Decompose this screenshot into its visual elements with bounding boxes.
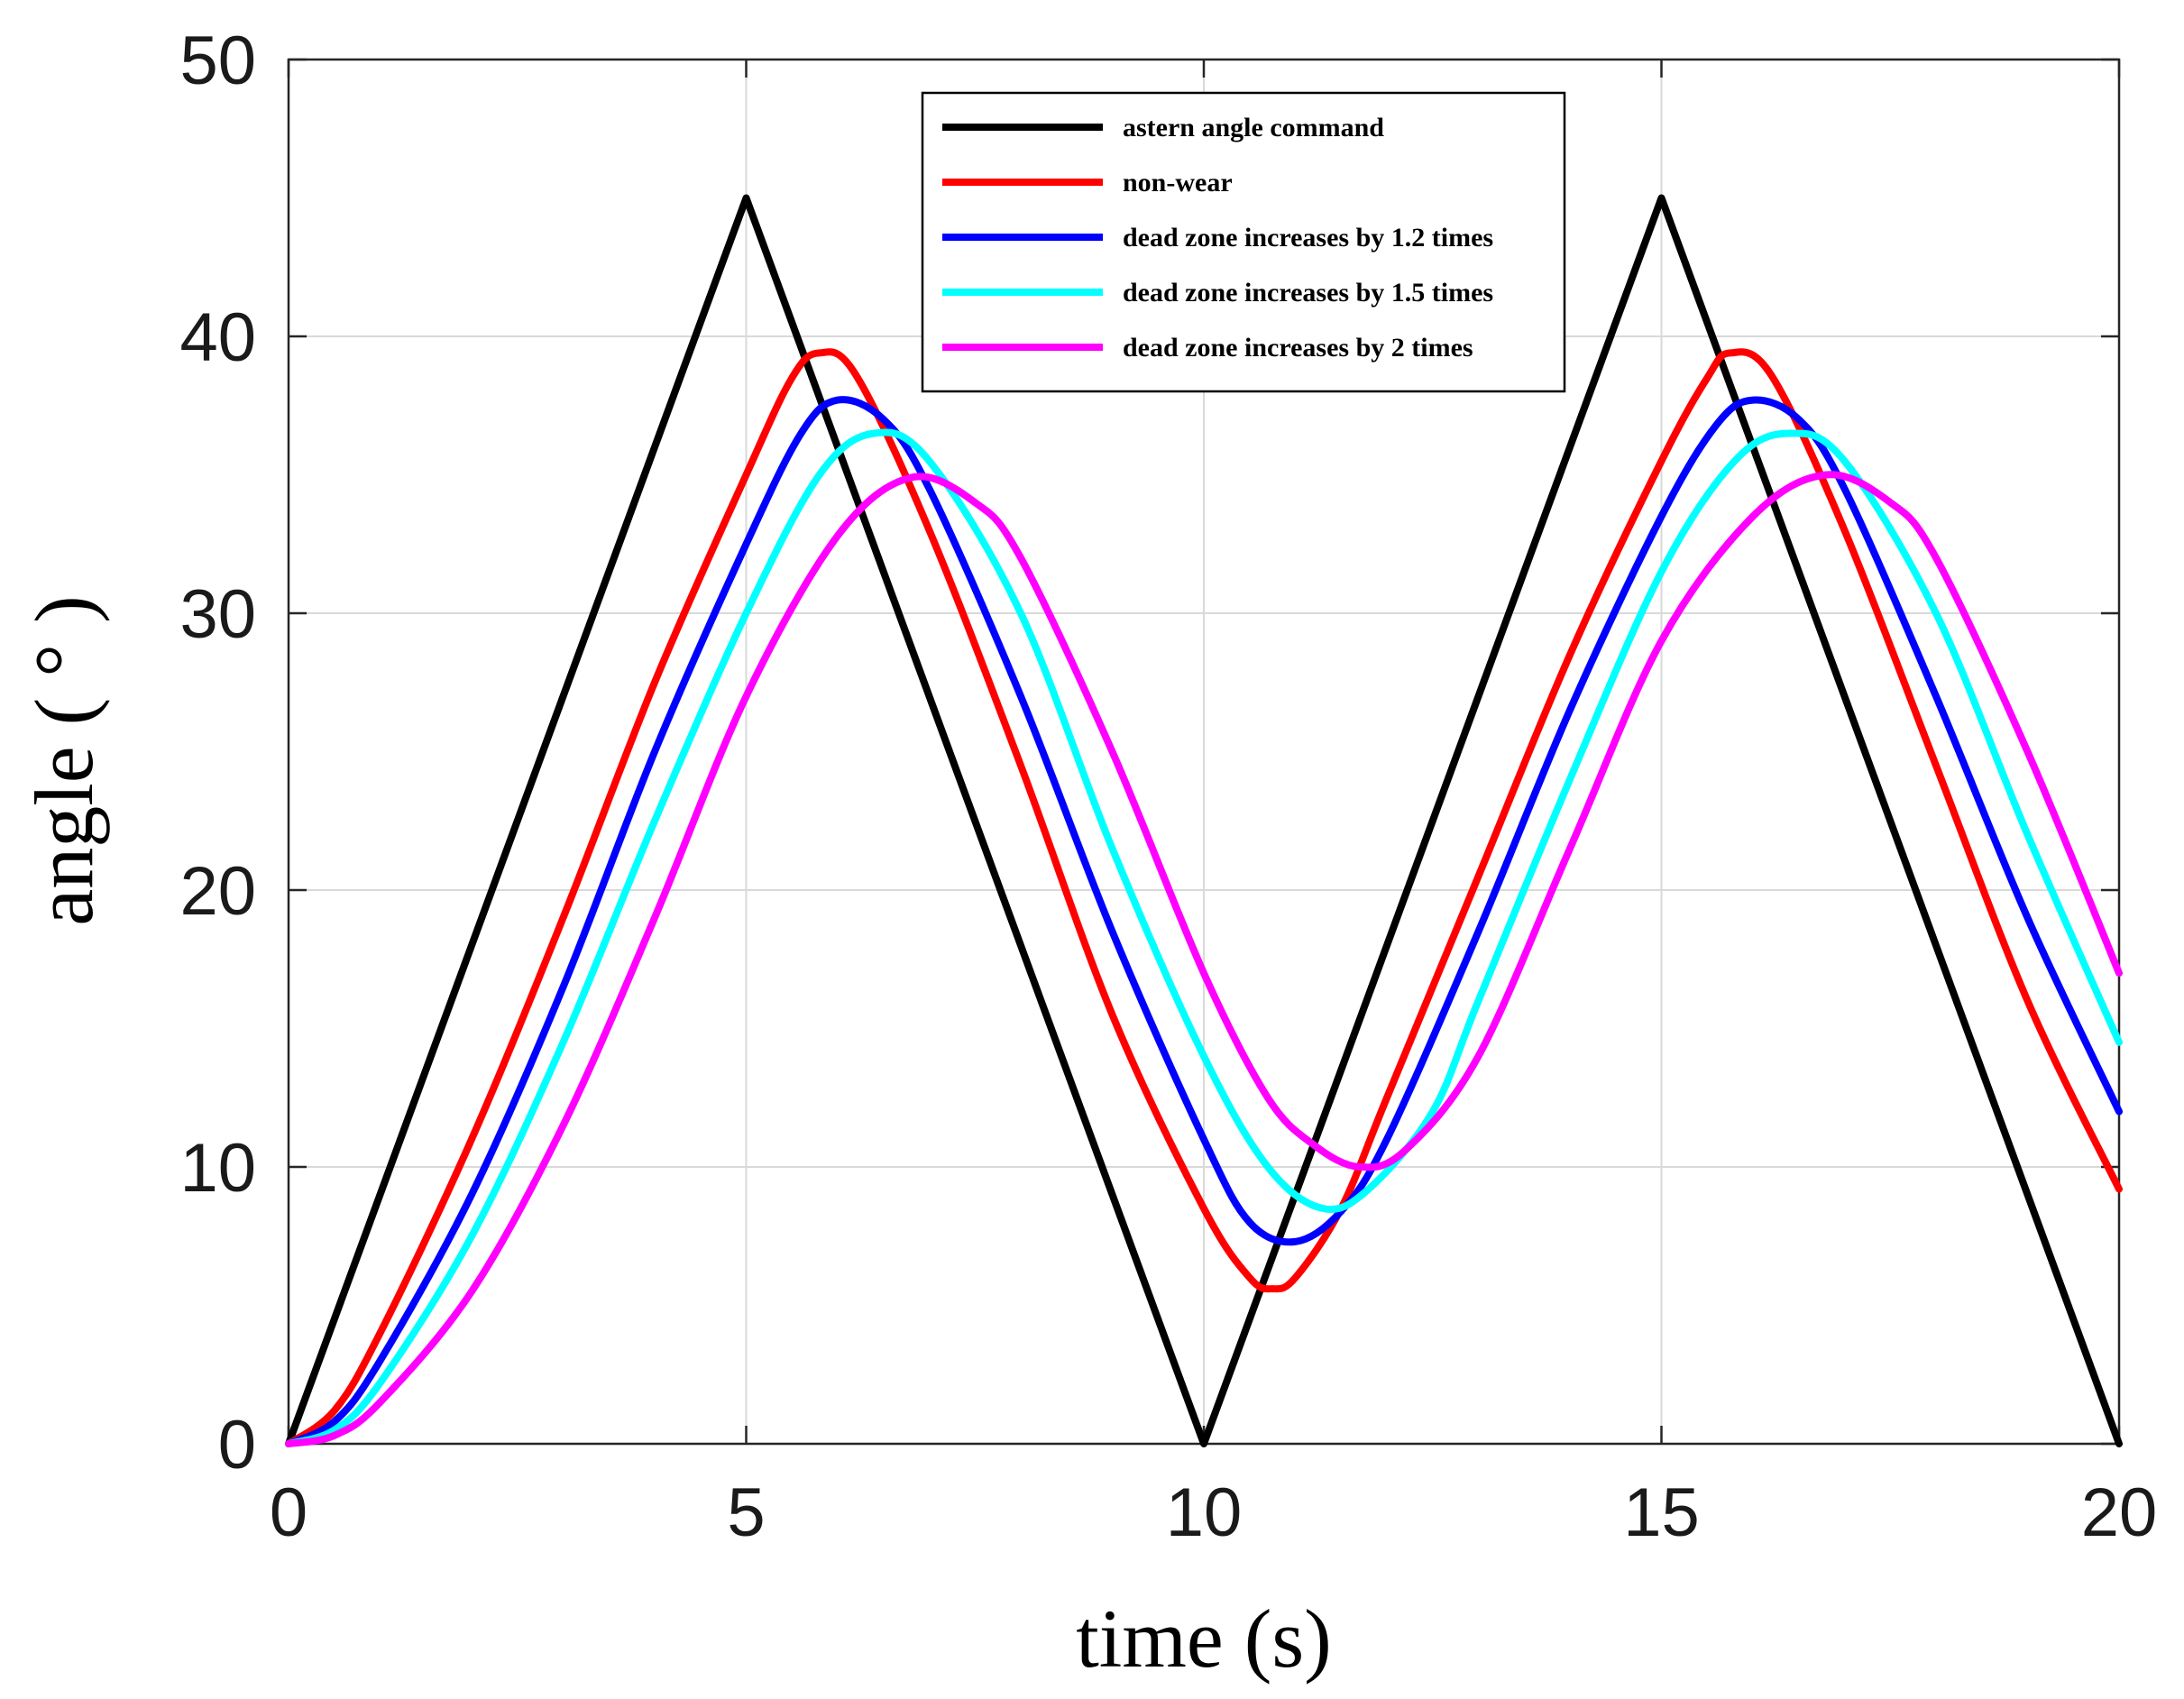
series-group: [285, 194, 2123, 1447]
legend-box: [921, 91, 1566, 393]
y-tick-label: 10: [179, 1130, 256, 1207]
y-tick-label: 0: [218, 1407, 256, 1483]
series-line-dead-zone-increases-by-1-2-times: [285, 396, 2123, 1447]
legend-label: dead zone increases by 1.2 times: [1123, 223, 1493, 253]
tick-labels: 0 5 10 15 20 0 10 20 30 40 50: [179, 23, 2157, 1551]
legend-label: non-wear: [1123, 168, 1233, 197]
series-line-dead-zone-increases-by-1-5-times: [285, 428, 2123, 1447]
x-tick-label: 5: [727, 1474, 765, 1551]
y-axis-label: angle ( ° ): [18, 595, 110, 925]
y-tick-label: 50: [179, 23, 256, 99]
legend-label: dead zone increases by 2 times: [1123, 333, 1473, 363]
legend-label: astern angle command: [1123, 113, 1384, 142]
series-line-non-wear: [285, 348, 2123, 1447]
y-tick-label: 40: [179, 299, 256, 376]
x-tick-label: 20: [2081, 1474, 2158, 1551]
x-tick-label: 0: [270, 1474, 307, 1551]
legend: astern angle command non-wear dead zone in…: [921, 91, 1566, 393]
legend-label: dead zone increases by 1.5 times: [1123, 278, 1493, 308]
x-tick-label: 10: [1166, 1474, 1243, 1551]
series-line-astern-angle-command: [285, 194, 2123, 1447]
y-tick-label: 30: [179, 576, 256, 653]
series-line-dead-zone-increases-by-2-times: [285, 471, 2123, 1447]
y-tick-label: 20: [179, 853, 256, 930]
x-tick-label: 15: [1623, 1474, 1700, 1551]
x-axis-label: time (s): [1076, 1593, 1332, 1685]
